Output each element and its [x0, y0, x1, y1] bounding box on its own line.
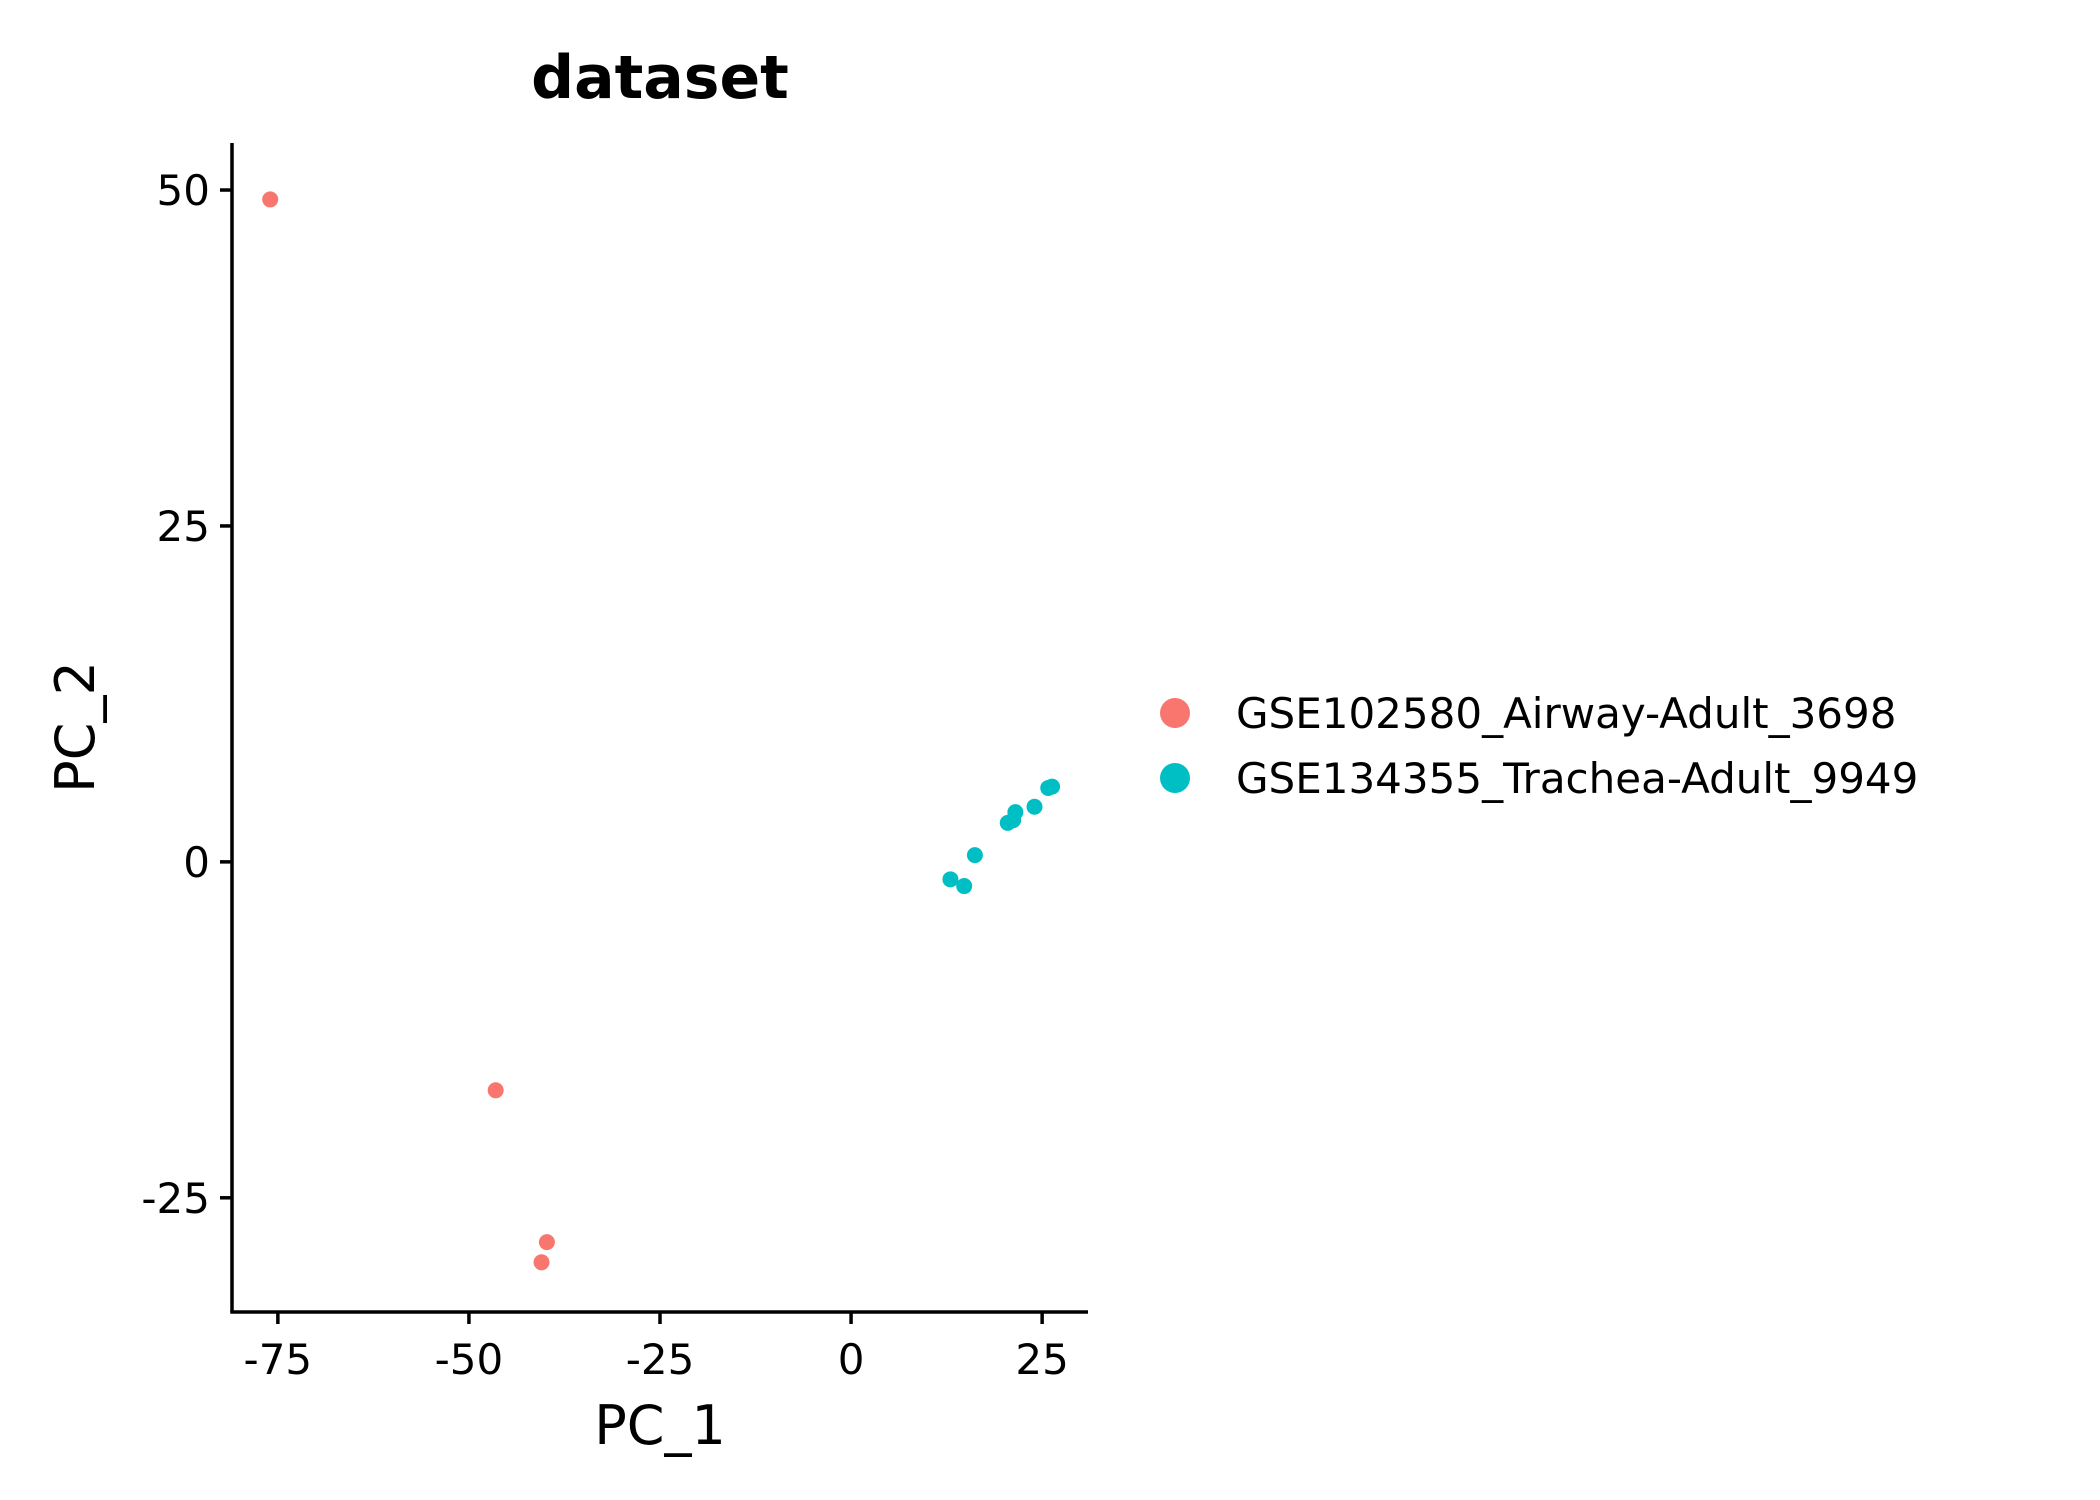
x-tick-label: -75: [244, 1335, 313, 1384]
x-tick-label: 0: [838, 1335, 865, 1384]
legend: GSE102580_Airway-Adult_3698 GSE134355_Tra…: [1160, 689, 1918, 803]
x-tick-label: -50: [435, 1335, 504, 1384]
x-tick-label: -25: [626, 1335, 695, 1384]
legend-label-series-2: GSE134355_Trachea-Adult_9949: [1236, 754, 1918, 803]
data-point-series-2: [966, 847, 983, 864]
y-tick-label: 0: [183, 838, 210, 887]
y-tick-label: 25: [157, 502, 210, 551]
legend-key-series-1: [1160, 698, 1190, 728]
data-point-series-1: [262, 191, 279, 208]
data-point-series-2: [1026, 798, 1043, 815]
y-tick-label: -25: [141, 1174, 210, 1223]
chart-title: dataset: [531, 43, 789, 113]
data-point-series-1: [487, 1082, 504, 1099]
data-point-series-2: [1007, 804, 1024, 821]
plot-area: [262, 191, 1061, 1271]
legend-label-series-1: GSE102580_Airway-Adult_3698: [1236, 689, 1896, 738]
x-axis-ticks: -75 -50 -25 0 25: [244, 1312, 1069, 1384]
data-point-series-2: [1044, 778, 1061, 795]
data-point-series-2: [942, 871, 959, 888]
y-axis-ticks: -25 0 25 50: [141, 166, 232, 1223]
data-point-series-1: [533, 1254, 550, 1271]
x-axis-title: PC_1: [594, 1394, 726, 1457]
y-axis-title: PC_2: [44, 661, 107, 793]
data-point-series-1: [538, 1234, 555, 1251]
legend-key-series-2: [1160, 763, 1190, 793]
y-tick-label: 50: [157, 166, 210, 215]
x-tick-label: 25: [1015, 1335, 1068, 1384]
data-point-series-2: [956, 878, 973, 895]
